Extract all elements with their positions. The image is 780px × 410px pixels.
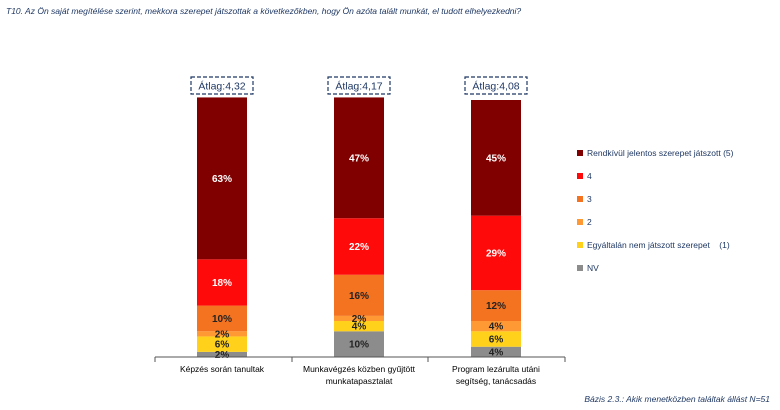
bar-segment [334,315,384,322]
bar-segment [471,346,521,357]
average-box [190,76,254,95]
data-label: 4% [489,347,504,358]
data-label: 47% [349,153,369,164]
bar-segment [334,321,384,332]
legend-swatch [577,219,583,225]
data-label: 4% [352,322,367,333]
legend-label: 3 [587,194,592,204]
data-label: 22% [349,242,369,253]
average-label: Átlag:4,08 [472,80,519,93]
data-label: 10% [212,314,232,325]
data-label: 45% [486,153,506,164]
bar-segment [471,290,521,322]
bar-segment [197,351,247,357]
legend-swatch [577,265,583,271]
bar-segment [334,331,384,357]
data-label: 29% [486,248,506,259]
x-tick-label: Képzés során tanultak [180,364,265,374]
chart-question: T10. Az Ön saját megítélése szerint, mek… [6,6,522,16]
data-label: 2% [215,350,230,361]
bar-segment [471,321,521,332]
bar-segment [471,215,521,291]
bar-segment [334,97,384,219]
bar-segment [334,274,384,316]
bar-segment [197,336,247,352]
legend-label: 2 [587,217,592,227]
data-label: 4% [489,322,504,333]
x-tick-label: Program lezárulta utáni [452,364,540,374]
bar-segment [334,218,384,275]
data-label: 10% [349,340,369,351]
bar-segment [197,259,247,306]
data-label: 16% [349,291,369,302]
base-note: Bázis 2.3.: Akik menetközben találtak ál… [584,394,770,404]
legend-label: Rendkívül jelentos szerepet játszott (5) [587,148,734,158]
data-label: 63% [212,174,232,185]
data-label: 12% [486,301,506,312]
bar-segment [471,331,521,347]
average-box [327,76,391,95]
legend-label: 4 [587,171,592,181]
x-tick-label: segítség, tanácsadás [456,376,536,386]
legend-swatch [577,196,583,202]
bar-segment [471,100,521,216]
legend-label: Egyáltalán nem játszott szerepet (1) [587,240,730,250]
average-label: Átlag:4,17 [335,80,382,93]
data-label: 2% [352,314,367,325]
bar-segment [197,331,247,337]
average-label: Átlag:4,32 [198,80,245,93]
legend-swatch [577,242,583,248]
legend-label: NV [587,263,599,273]
data-label: 6% [215,340,230,351]
data-label: 6% [489,335,504,346]
average-box [464,76,528,95]
bar-segment [197,305,247,332]
x-tick-label: Munkavégzés közben gyűjtött [303,364,416,374]
data-label: 2% [215,329,230,340]
legend-swatch [577,150,583,156]
legend-swatch [577,173,583,179]
data-label: 18% [212,278,232,289]
bar-segment [197,97,247,260]
x-tick-label: munkatapasztalat [326,376,393,386]
